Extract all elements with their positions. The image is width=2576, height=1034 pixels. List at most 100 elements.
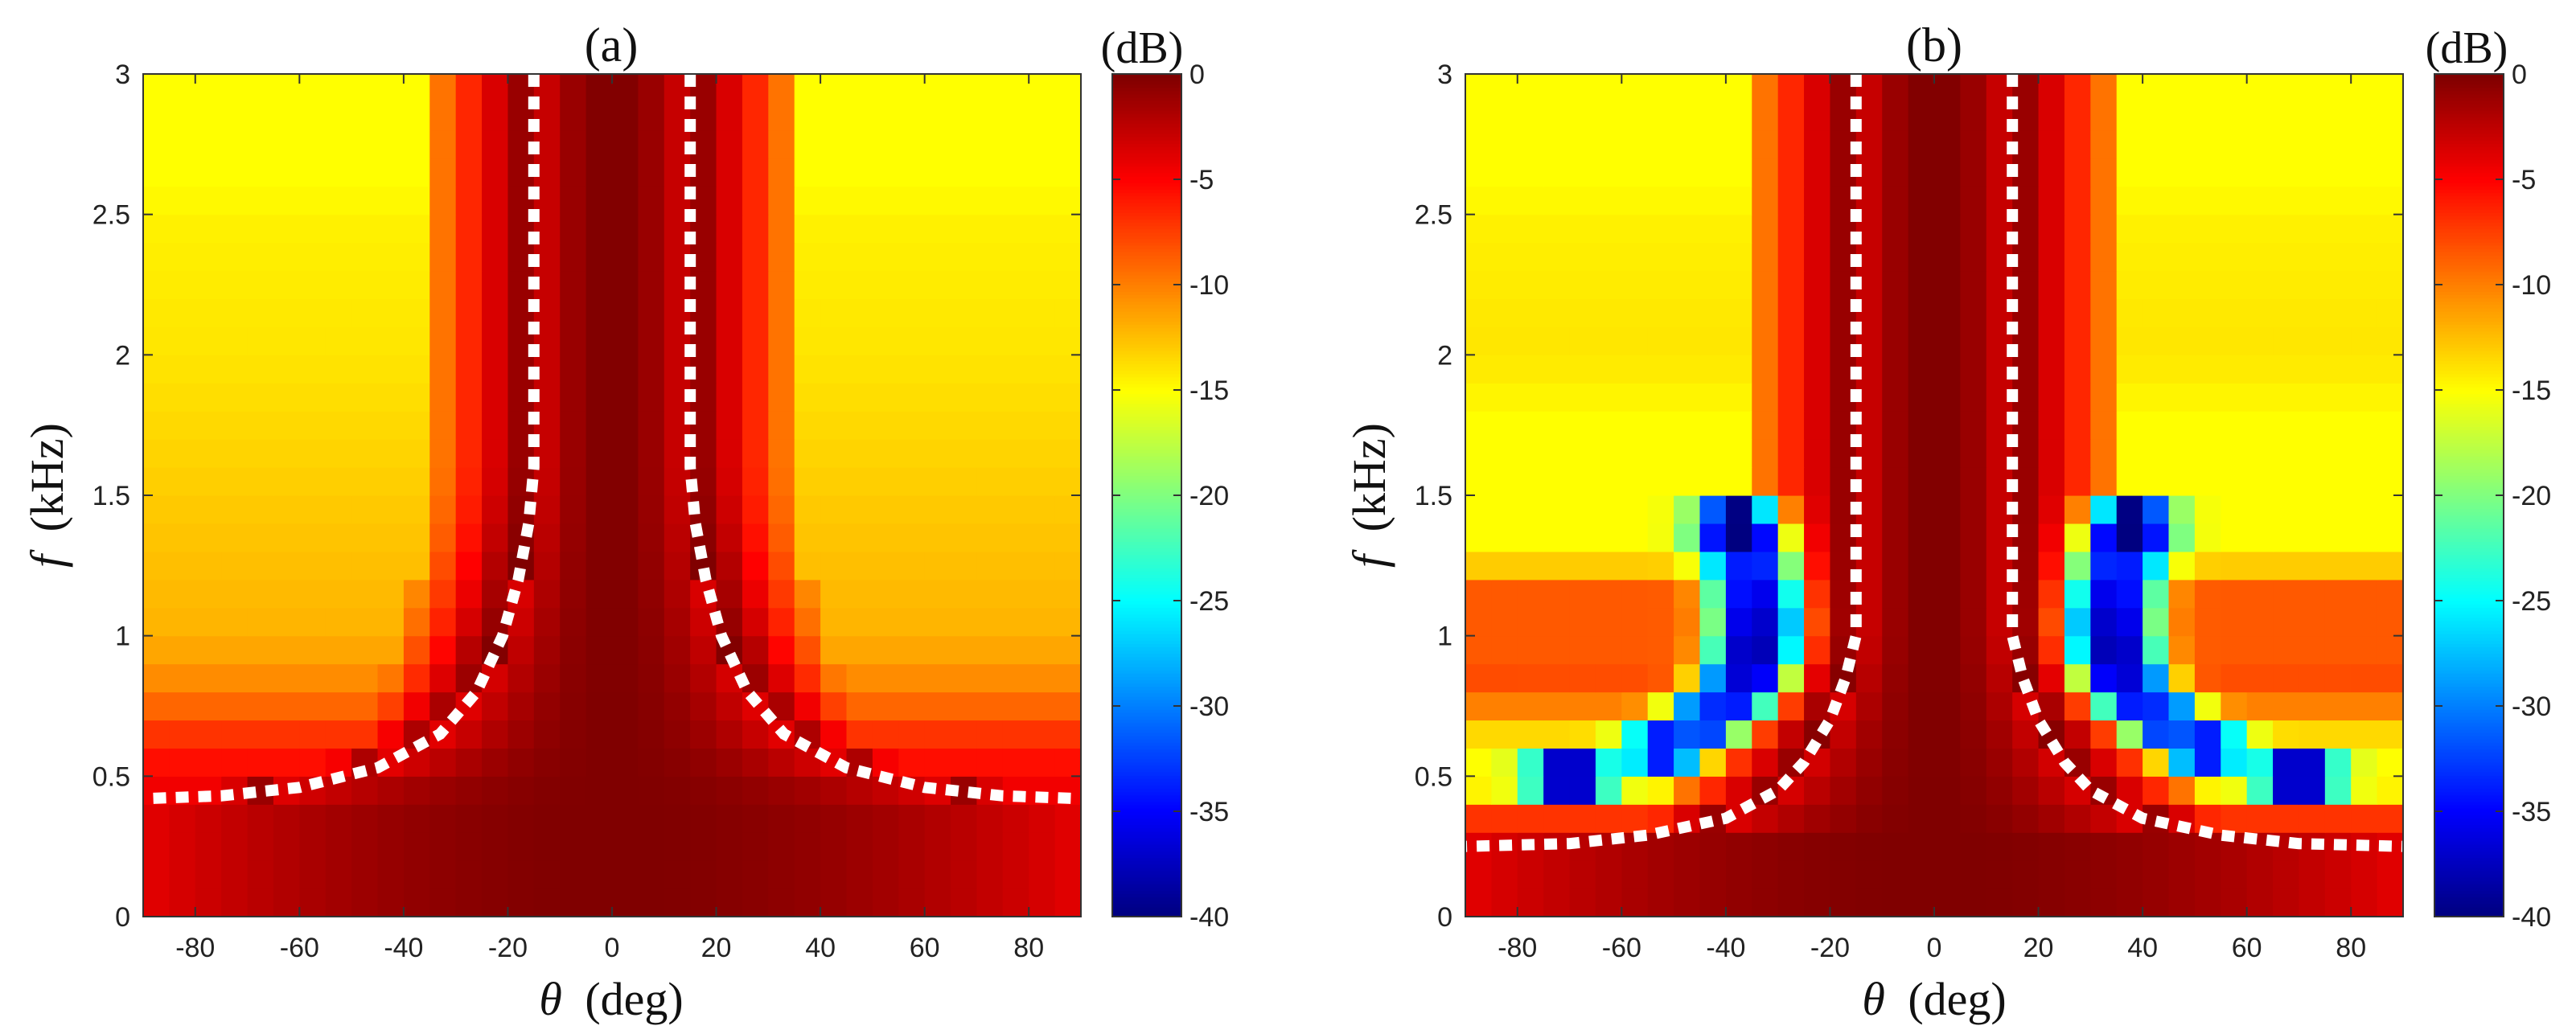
heatmap-cell: [1855, 860, 1883, 889]
panel-a: (a) 00.511.522.53 -80 -60 -40 -20 0 20 40 60 80 …: [21, 18, 1229, 1025]
heatmap-cell: [403, 579, 430, 609]
heatmap-cell: [1699, 467, 1727, 496]
heatmap-cell: [169, 74, 196, 103]
heatmap-cell: [612, 832, 639, 861]
colorbar-segment: [2434, 436, 2504, 441]
heatmap-cell: [1465, 129, 1492, 159]
heatmap-cell: [1934, 720, 1961, 749]
colorbar-segment: [2434, 692, 2504, 697]
heatmap-cell: [2351, 242, 2378, 272]
heatmap-cell: [1986, 776, 2013, 805]
heatmap-cell: [2351, 663, 2378, 693]
heatmap-cell: [351, 663, 379, 693]
heatmap-cell: [2168, 579, 2196, 609]
heatmap-cell: [403, 832, 430, 861]
heatmap-cell: [1960, 326, 1987, 355]
heatmap-cell: [1777, 663, 1805, 693]
colorbar-segment: [2434, 758, 2504, 763]
heatmap-cell: [898, 467, 926, 496]
heatmap-cell: [794, 383, 821, 412]
colorbar-segment: [1112, 706, 1181, 710]
heatmap-cell: [1908, 635, 1935, 665]
heatmap-cell: [951, 523, 978, 552]
heatmap-cell: [221, 383, 249, 412]
heatmap-cell: [1002, 74, 1029, 103]
heatmap-cell: [2246, 355, 2274, 384]
heatmap-cell: [638, 691, 665, 721]
heatmap-cell: [951, 804, 978, 833]
heatmap-cell: [1002, 439, 1029, 468]
heatmap-cell: [1621, 270, 1649, 300]
colorbar-segment: [2434, 211, 2504, 216]
colorbar-segment: [1112, 551, 1181, 556]
colorbar-segment: [1112, 386, 1181, 391]
heatmap-cell: [377, 355, 405, 384]
heatmap-cell: [1882, 383, 1909, 412]
heatmap-cell: [1595, 467, 1622, 496]
heatmap-cell: [1699, 298, 1727, 327]
colorbar-segment: [2434, 126, 2504, 131]
colorbar-segment: [1112, 153, 1181, 158]
y-tick-label: 2: [115, 340, 130, 371]
heatmap-cell: [273, 411, 300, 440]
colorbar-segment: [2434, 857, 2504, 862]
colorbar-segment: [1112, 219, 1181, 224]
heatmap-cell: [794, 776, 821, 805]
heatmap-cell: [716, 101, 743, 131]
heatmap-cell: [169, 383, 196, 412]
heatmap-cell: [325, 214, 352, 244]
heatmap-cell: [299, 860, 327, 889]
heatmap-cell: [898, 860, 926, 889]
heatmap-cell: [1595, 270, 1622, 300]
heatmap-cell: [195, 355, 222, 384]
heatmap-cell: [1855, 832, 1883, 861]
heatmap-cell: [2168, 74, 2196, 103]
heatmap-cell: [742, 860, 769, 889]
colorbar-segment: [2434, 433, 2504, 437]
heatmap-cell: [2194, 411, 2221, 440]
heatmap-cell: [403, 383, 430, 412]
colorbar-segment: [1112, 511, 1181, 516]
heatmap-cell: [143, 579, 170, 609]
heatmap-cell: [1491, 663, 1518, 693]
heatmap-cell: [221, 748, 249, 777]
colorbar-segment: [1112, 626, 1181, 631]
y-tick-label: 0: [1437, 902, 1452, 933]
heatmap-cell: [299, 270, 327, 300]
heatmap-cell: [742, 776, 769, 805]
colorbar-segment: [2434, 515, 2504, 519]
heatmap-cell: [1725, 832, 1752, 861]
heatmap-cell: [664, 860, 691, 889]
colorbar-segment: [1112, 416, 1181, 421]
colorbar-segment: [1112, 376, 1181, 381]
heatmap-cell: [951, 551, 978, 581]
heatmap-cell: [1960, 270, 1987, 300]
heatmap-cell: [2273, 326, 2300, 355]
heatmap-cell: [1054, 214, 1082, 244]
heatmap-cell: [351, 242, 379, 272]
heatmap-cell: [742, 720, 769, 749]
heatmap-cell: [273, 663, 300, 693]
colorbar-segment: [1112, 821, 1181, 826]
heatmap-cell: [351, 495, 379, 524]
heatmap-cell: [2143, 214, 2170, 244]
heatmap-cell: [195, 748, 222, 777]
colorbar-segment: [1112, 271, 1181, 276]
heatmap-cell: [2221, 523, 2248, 552]
heatmap-cell: [2324, 270, 2352, 300]
colorbar-segment: [1112, 277, 1181, 282]
heatmap-cell: [1595, 439, 1622, 468]
colorbar-segment: [1112, 367, 1181, 371]
colorbar-segment: [2434, 551, 2504, 556]
colorbar-segment: [1112, 843, 1181, 848]
heatmap-cell: [2299, 776, 2326, 805]
colorbar-segment: [2434, 909, 2504, 914]
heatmap-cell: [2377, 579, 2404, 609]
heatmap-cell: [1595, 691, 1622, 721]
colorbar-segment: [2434, 873, 2504, 878]
heatmap-cell: [2299, 551, 2326, 581]
heatmap-cell: [1725, 635, 1752, 665]
heatmap-cell: [1465, 804, 1492, 833]
heatmap-cell: [1934, 298, 1961, 327]
heatmap-cell: [924, 439, 951, 468]
